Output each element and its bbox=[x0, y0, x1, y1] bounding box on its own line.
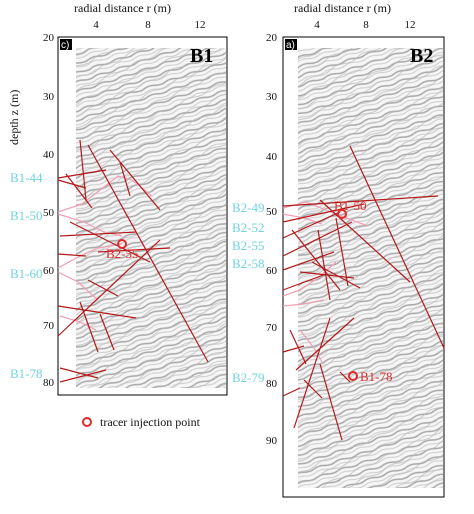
y-tick-label: 20 bbox=[266, 32, 278, 44]
legend: tracer injection point bbox=[82, 415, 201, 429]
legend-marker-icon bbox=[82, 417, 92, 427]
y-tick-label: 90 bbox=[266, 435, 278, 447]
radar-image-overlay bbox=[76, 48, 226, 388]
panel-title: B2 bbox=[410, 45, 433, 67]
y-tick-label: 20 bbox=[43, 32, 55, 44]
panel-right: radial distance r (m) 4 8 12 a) B2 20 30… bbox=[232, 1, 445, 498]
panel-title: B1 bbox=[190, 45, 213, 67]
red-fractures bbox=[282, 145, 445, 441]
y-tick-label: 70 bbox=[43, 320, 55, 332]
fracture-label: B2-52 bbox=[232, 220, 265, 235]
fracture-label: B2-79 bbox=[232, 370, 265, 385]
injection-point-label: B1-50 bbox=[334, 198, 367, 213]
fracture-label: B2-49 bbox=[232, 200, 265, 215]
y-tick-label: 30 bbox=[266, 91, 278, 103]
x-tick-label: 4 bbox=[314, 19, 320, 31]
pink-fractures bbox=[57, 175, 153, 331]
y-tick-label: 70 bbox=[266, 322, 278, 334]
y-tick-label: 30 bbox=[43, 91, 55, 103]
fracture-label: B1-60 bbox=[10, 266, 43, 281]
pink-fractures bbox=[282, 201, 369, 363]
injection-point-label: B1-78 bbox=[360, 369, 393, 384]
injection-point-marker bbox=[348, 371, 358, 381]
y-tick-label: 80 bbox=[266, 378, 278, 390]
y-tick-label: 60 bbox=[266, 265, 278, 277]
legend-label: tracer injection point bbox=[100, 415, 201, 429]
panel-tag: c) bbox=[61, 40, 69, 51]
x-axis-label: radial distance r (m) bbox=[74, 1, 171, 15]
y-tick-label: 60 bbox=[43, 265, 55, 277]
y-tick-label: 40 bbox=[43, 149, 55, 161]
x-tick-label: 12 bbox=[195, 19, 206, 31]
injection-point-marker bbox=[337, 209, 347, 219]
injection-point-marker bbox=[117, 239, 127, 249]
plot-frame bbox=[57, 36, 228, 396]
y-axis-label: depth z (m) bbox=[7, 90, 21, 145]
panel-left: radial distance r (m) 4 8 12 c) B1 20 30… bbox=[7, 1, 228, 396]
plot-frame bbox=[282, 36, 445, 498]
y-tick-label: 50 bbox=[43, 207, 55, 219]
fracture-label: B1-44 bbox=[10, 170, 43, 185]
y-tick-label: 80 bbox=[43, 377, 55, 389]
fracture-label: B2-58 bbox=[232, 256, 265, 271]
panel-tag: a) bbox=[286, 40, 295, 51]
x-axis-label: radial distance r (m) bbox=[294, 1, 391, 15]
y-tick-label: 40 bbox=[266, 151, 278, 163]
x-tick-label: 8 bbox=[145, 19, 151, 31]
panel-tag-box bbox=[60, 39, 72, 50]
x-tick-label: 8 bbox=[363, 19, 369, 31]
x-tick-label: 12 bbox=[405, 19, 416, 31]
x-tick-label: 4 bbox=[93, 19, 99, 31]
fracture-label: B1-78 bbox=[10, 366, 43, 381]
red-fractures bbox=[57, 139, 209, 383]
panel-tag-box bbox=[285, 39, 297, 50]
fracture-label: B1-50 bbox=[10, 208, 43, 223]
fracture-label: B2-55 bbox=[232, 238, 265, 253]
radar-image-overlay bbox=[298, 48, 443, 488]
y-tick-label: 50 bbox=[266, 206, 278, 218]
injection-point-label: B2-55 bbox=[106, 246, 139, 261]
